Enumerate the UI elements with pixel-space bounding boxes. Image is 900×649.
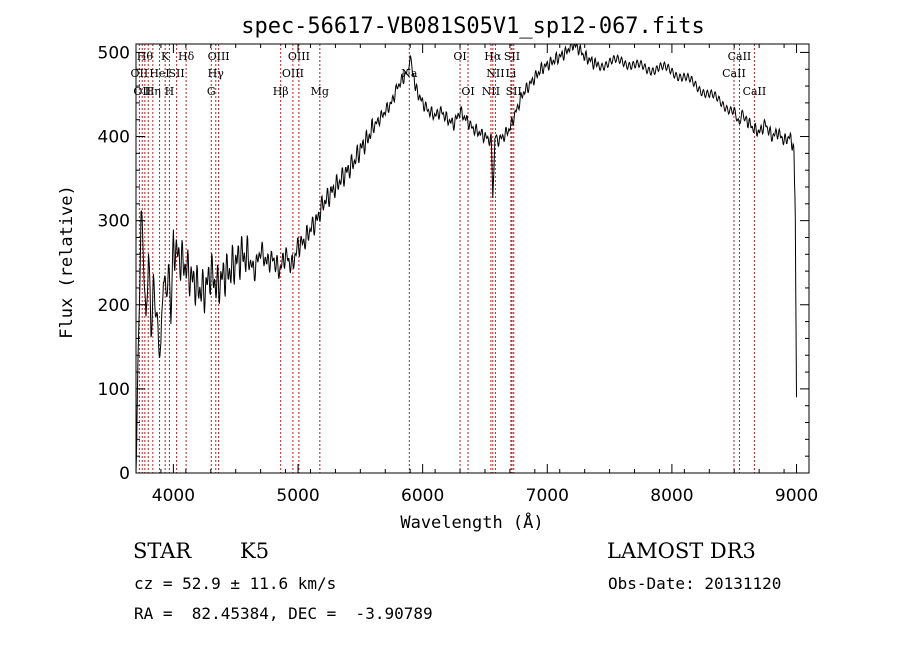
- line-label-23: Li: [505, 67, 516, 80]
- line-label-13: Hβ: [273, 85, 289, 98]
- line-label-5: HeI: [149, 67, 169, 80]
- line-label-26: CaII: [722, 67, 746, 80]
- x-tick-label-0: 4000: [152, 486, 195, 506]
- x-tick-label-5: 9000: [775, 486, 818, 506]
- spectral-line-labels: OII OII Hθ Hη HeI K H SII Hδ G Hγ OIII Hβ OIII OIII Mg N…: [131, 50, 767, 98]
- plot-frame: [135, 43, 810, 474]
- line-label-20: NII: [482, 85, 500, 98]
- line-label-16: Mg: [311, 85, 329, 98]
- y-tick-label-1: 100: [98, 380, 130, 400]
- coordinates: RA = 82.45384, DEC = -3.90789: [134, 604, 433, 623]
- line-label-11: Hγ: [208, 67, 225, 80]
- line-label-6: K: [161, 50, 170, 63]
- x-axis-label: Wavelength (Å): [400, 511, 543, 533]
- line-label-7: H: [165, 85, 175, 98]
- line-label-25: SII: [506, 85, 522, 98]
- x-tick-label-4: 8000: [650, 486, 693, 506]
- line-label-15: OIII: [288, 50, 310, 63]
- x-tick-label-2: 6000: [401, 486, 444, 506]
- object-subclass: K5: [240, 539, 270, 563]
- spectral-line-markers: [138, 44, 755, 473]
- chart-title: spec-56617-VB081S05V1_sp12-067.fits: [241, 14, 705, 39]
- y-tick-label-4: 400: [98, 128, 130, 148]
- line-label-18: OI: [453, 50, 466, 63]
- line-label-24: SII: [504, 50, 520, 63]
- line-label-17: Na: [401, 67, 418, 80]
- x-tick-label-1: 5000: [276, 486, 319, 506]
- observation-date: Obs-Date: 20131120: [608, 574, 782, 593]
- line-label-0: OII: [131, 67, 149, 80]
- line-label-9: Hδ: [178, 50, 195, 63]
- y-tick-label-0: 0: [119, 464, 130, 484]
- x-tick-label-3: 7000: [526, 486, 569, 506]
- line-label-8: SII: [169, 67, 185, 80]
- line-label-27: CaII: [728, 50, 752, 63]
- survey-name: LAMOST DR3: [607, 539, 756, 563]
- y-tick-label-3: 300: [98, 212, 130, 232]
- line-label-4: Hη: [145, 85, 161, 98]
- spectrum-series: [135, 43, 797, 474]
- line-label-19: OI: [461, 85, 474, 98]
- line-label-21: Hα: [484, 50, 502, 63]
- y-tick-label-2: 200: [98, 296, 130, 316]
- line-label-2: Hθ: [137, 50, 154, 63]
- line-label-10: G: [207, 85, 216, 98]
- axis-ticks: 4000 5000 6000 7000 8000 9000 0 100 200 300 400 500: [98, 43, 819, 506]
- series-line-0: [135, 43, 797, 474]
- y-axis-label: Flux (relative): [57, 185, 77, 339]
- line-label-1: OII: [133, 85, 151, 98]
- line-label-14: OIII: [282, 67, 304, 80]
- y-tick-label-5: 500: [98, 43, 130, 63]
- line-label-22: NII: [486, 67, 504, 80]
- line-label-28: CaII: [743, 85, 767, 98]
- object-class: STAR: [133, 539, 192, 563]
- line-label-12: OIII: [208, 50, 230, 63]
- redshift-velocity: cz = 52.9 ± 11.6 km/s: [134, 574, 337, 593]
